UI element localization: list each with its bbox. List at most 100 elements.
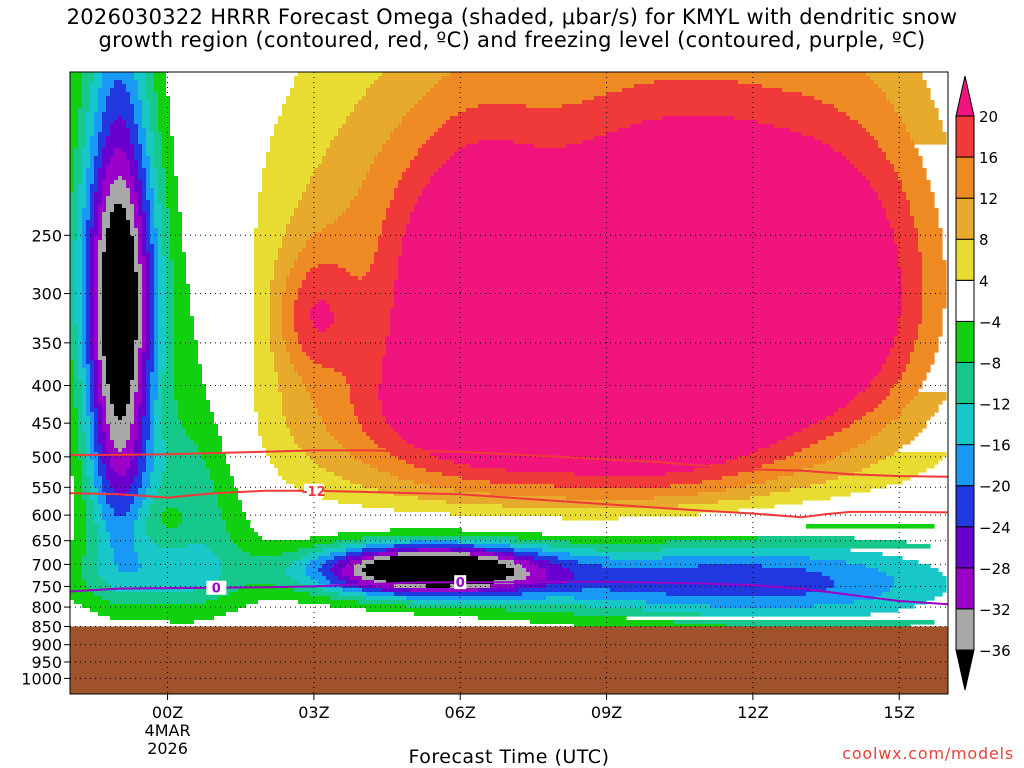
omega-cell	[766, 480, 827, 485]
omega-cell	[166, 524, 179, 529]
omega-cell	[142, 564, 223, 569]
omega-cell	[346, 580, 359, 585]
omega-cell	[886, 152, 919, 157]
omega-cell	[306, 388, 351, 393]
omega-cell	[270, 328, 283, 333]
omega-cell	[82, 244, 87, 249]
omega-cell	[78, 420, 83, 425]
omega-cell	[94, 508, 103, 513]
omega-cell	[94, 156, 103, 161]
omega-cell	[270, 312, 283, 317]
omega-cell	[70, 468, 83, 473]
omega-cell	[106, 420, 135, 425]
omega-cell	[254, 360, 275, 365]
omega-cell	[142, 124, 151, 129]
omega-cell	[74, 176, 83, 181]
omega-cell	[70, 108, 79, 113]
omega-cell	[86, 448, 91, 453]
omega-cell	[314, 404, 355, 409]
omega-cell	[70, 356, 79, 361]
omega-cell	[134, 532, 147, 537]
omega-cell	[138, 456, 147, 461]
omega-cell	[274, 260, 295, 265]
omega-cell	[154, 160, 163, 165]
omega-cell	[906, 192, 935, 197]
omega-cell	[546, 572, 575, 577]
omega-cell	[158, 228, 163, 233]
omega-cell	[98, 372, 103, 377]
omega-cell	[702, 480, 767, 485]
omega-cell	[70, 368, 75, 373]
omega-cell	[134, 540, 155, 545]
omega-cell	[898, 176, 927, 181]
omega-cell	[106, 524, 135, 529]
omega-cell	[74, 304, 83, 309]
omega-cell	[78, 200, 87, 205]
omega-cell	[98, 500, 107, 505]
omega-cell	[142, 116, 151, 121]
omega-cell	[850, 116, 903, 121]
omega-cell	[74, 272, 83, 277]
omega-cell	[86, 500, 95, 505]
omega-cell	[174, 140, 271, 145]
omega-cell	[138, 460, 147, 465]
omega-cell	[70, 156, 75, 161]
omega-cell	[262, 180, 311, 185]
omega-cell	[374, 156, 415, 161]
omega-cell	[142, 244, 147, 249]
omega-cell	[574, 576, 831, 581]
omega-cell	[390, 424, 811, 429]
colorbar-box	[955, 485, 975, 528]
omega-cell	[134, 344, 143, 349]
omega-cell	[402, 116, 451, 121]
omega-cell	[254, 336, 271, 341]
omega-cell	[834, 584, 895, 589]
omega-cell	[134, 76, 147, 81]
omega-cell	[106, 580, 215, 585]
omega-cell	[82, 356, 87, 361]
omega-cell	[414, 480, 491, 485]
omega-cell	[366, 564, 507, 569]
omega-cell	[90, 276, 95, 281]
omega-cell	[174, 284, 191, 289]
omega-cell	[86, 304, 91, 309]
omega-cell	[494, 552, 515, 557]
omega-cell	[146, 284, 151, 289]
omega-cell	[902, 412, 935, 417]
omega-cell	[98, 384, 103, 389]
omega-cell	[166, 300, 175, 305]
omega-cell	[270, 136, 335, 141]
omega-cell	[198, 352, 255, 357]
omega-cell	[86, 268, 91, 273]
omega-cell	[258, 216, 291, 221]
omega-cell	[282, 320, 295, 325]
omega-cell	[922, 264, 947, 269]
omega-cell	[86, 168, 95, 173]
colorbar-label: 4	[979, 272, 989, 290]
omega-cell	[226, 524, 251, 529]
omega-cell	[90, 312, 95, 317]
omega-cell	[98, 132, 111, 137]
omega-cell	[886, 212, 911, 217]
omega-cell	[846, 404, 879, 409]
omega-cell	[142, 228, 147, 233]
omega-cell	[450, 156, 847, 161]
omega-cell	[826, 588, 891, 593]
omega-cell	[910, 208, 939, 213]
omega-cell	[346, 552, 363, 557]
omega-cell	[902, 184, 931, 189]
omega-cell	[314, 320, 335, 325]
omega-cell	[138, 468, 147, 473]
omega-cell	[354, 572, 367, 577]
omega-cell	[146, 308, 151, 313]
omega-cell	[170, 100, 287, 105]
omega-cell	[130, 100, 143, 105]
omega-cell	[98, 248, 107, 253]
chart-title-line-1: 2026030322 HRRR Forecast Omega (shaded, …	[66, 5, 958, 29]
omega-cell	[286, 480, 351, 485]
omega-cell	[78, 360, 83, 365]
omega-cell	[450, 72, 867, 77]
omega-cell	[98, 324, 103, 329]
omega-cell	[70, 372, 75, 377]
omega-cell	[86, 280, 91, 285]
